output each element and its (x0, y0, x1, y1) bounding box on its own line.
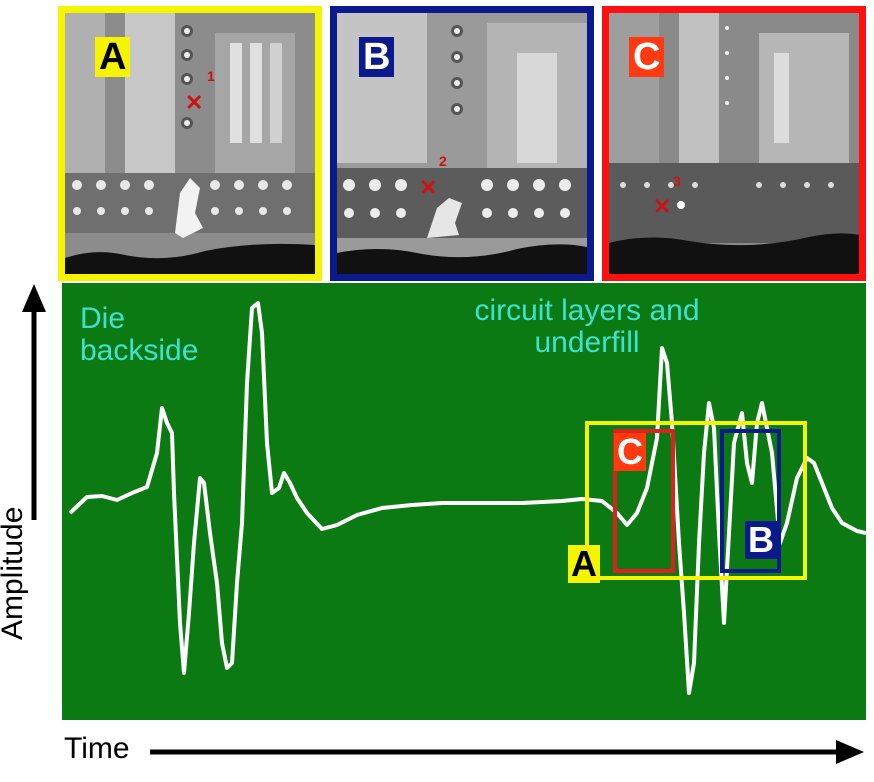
box-label-c: C (614, 433, 646, 471)
box-b (720, 429, 781, 573)
scan-image-c (609, 13, 859, 274)
annotation-circuit-layers: circuit layers and underfill (474, 294, 700, 359)
waveform-plot: Die backside circuit layers and underfil… (62, 283, 866, 720)
box-label-b: B (745, 521, 777, 559)
marker-3: 3 (673, 173, 681, 189)
marker-2: 2 (439, 153, 447, 169)
x-axis-label: Time (64, 732, 130, 765)
panel-label-a: A (95, 37, 131, 77)
x-mark-icon: ✕ (653, 194, 672, 219)
arrow-right-icon (150, 740, 864, 764)
waveform-trace (68, 301, 866, 695)
waveform-svg (68, 301, 866, 695)
box-c (613, 429, 675, 573)
box-a (585, 421, 807, 580)
y-axis-label: Amplitude (0, 506, 29, 640)
scan-panel-a: A 1 ✕ (58, 6, 322, 281)
panel-label-c: C (629, 37, 665, 77)
scan-panel-b: B 2 ✕ (330, 6, 594, 281)
scan-panel-c: C 3 ✕ (602, 6, 866, 281)
box-label-a: A (568, 545, 600, 583)
panel-label-b: B (359, 37, 395, 77)
x-mark-icon: ✕ (419, 175, 438, 200)
marker-1: 1 (207, 68, 215, 84)
x-mark-icon: ✕ (185, 90, 204, 115)
annotation-die-backside: Die backside (80, 302, 199, 367)
